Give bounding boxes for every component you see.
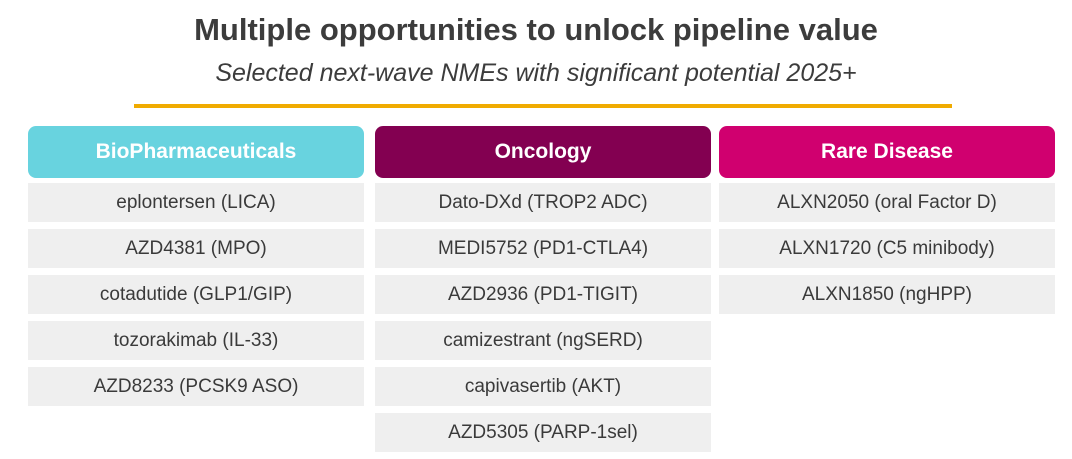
item-list-biopharmaceuticals: eplontersen (LICA) AZD4381 (MPO) cotadutid…: [28, 183, 364, 406]
pipeline-item: MEDI5752 (PD1-CTLA4): [375, 229, 711, 268]
pipeline-item: ALXN1720 (C5 minibody): [719, 229, 1055, 268]
pipeline-item: AZD8233 (PCSK9 ASO): [28, 367, 364, 406]
item-list-rare-disease: ALXN2050 (oral Factor D) ALXN1720 (C5 min…: [719, 183, 1055, 314]
pipeline-item: camizestrant (ngSERD): [375, 321, 711, 360]
column-header-oncology: Oncology: [375, 126, 711, 178]
pipeline-item: capivasertib (AKT): [375, 367, 711, 406]
column-oncology: Oncology Dato-DXd (TROP2 ADC) MEDI5752 (P…: [375, 126, 711, 459]
pipeline-item: AZD2936 (PD1-TIGIT): [375, 275, 711, 314]
column-header-biopharmaceuticals: BioPharmaceuticals: [28, 126, 364, 178]
item-list-oncology: Dato-DXd (TROP2 ADC) MEDI5752 (PD1-CTLA4)…: [375, 183, 711, 452]
pipeline-item: eplontersen (LICA): [28, 183, 364, 222]
pipeline-item: cotadutide (GLP1/GIP): [28, 275, 364, 314]
pipeline-item: ALXN2050 (oral Factor D): [719, 183, 1055, 222]
pipeline-item: AZD4381 (MPO): [28, 229, 364, 268]
accent-divider: [134, 104, 952, 108]
slide-subtitle: Selected next-wave NMEs with significant…: [215, 59, 857, 87]
column-rare-disease: Rare Disease ALXN2050 (oral Factor D) ALX…: [719, 126, 1055, 321]
pipeline-item: Dato-DXd (TROP2 ADC): [375, 183, 711, 222]
pipeline-item: tozorakimab (IL-33): [28, 321, 364, 360]
pipeline-item: AZD5305 (PARP-1sel): [375, 413, 711, 452]
slide-title: Multiple opportunities to unlock pipelin…: [194, 12, 878, 47]
column-biopharmaceuticals: BioPharmaceuticals eplontersen (LICA) AZD…: [28, 126, 364, 413]
column-header-rare-disease: Rare Disease: [719, 126, 1055, 178]
pipeline-item: ALXN1850 (ngHPP): [719, 275, 1055, 314]
